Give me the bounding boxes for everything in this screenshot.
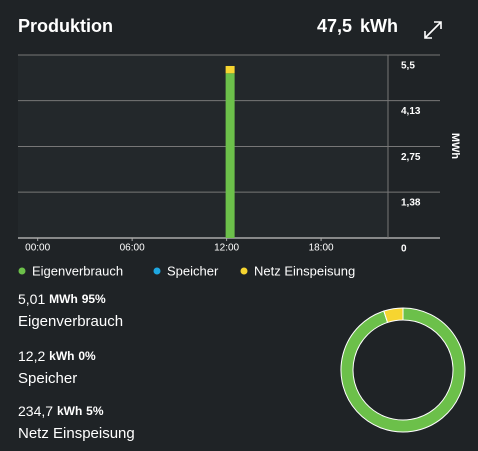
- summary-part: 234,7: [18, 403, 53, 419]
- y-tick-label: 0: [401, 244, 407, 255]
- total-unit: kWh: [360, 16, 398, 36]
- summary-value: 12,2 kWh 0%: [18, 348, 96, 364]
- x-tick-label: 12:00: [214, 243, 239, 254]
- y-axis-label: MWh: [449, 133, 461, 160]
- legend-label: Eigenverbrauch: [32, 263, 123, 278]
- summary-label: Speicher: [18, 370, 77, 387]
- summary-part: 95%: [82, 292, 106, 306]
- x-tick-label: 00:00: [25, 243, 50, 254]
- x-tick-label: 18:00: [309, 243, 334, 254]
- summary-part: 5%: [86, 404, 104, 418]
- donut-segment: [383, 307, 404, 324]
- summary-label: Netz Einspeisung: [18, 425, 135, 442]
- summary-value: 234,7 kWh 5%: [18, 403, 104, 419]
- total-value: 47,5: [317, 16, 352, 36]
- summary-part: kWh: [57, 404, 82, 418]
- y-tick-label: 2,75: [401, 152, 421, 163]
- summary-part: MWh: [49, 292, 78, 306]
- legend-marker: [153, 267, 161, 275]
- summary-part: 0%: [78, 349, 96, 363]
- title: Produktion: [18, 16, 113, 36]
- summary-part: 12,2: [18, 348, 45, 364]
- legend-marker: [18, 267, 26, 275]
- summary-part: 5,01: [18, 291, 45, 307]
- summary-part: kWh: [49, 349, 74, 363]
- donut-segment: [340, 307, 466, 433]
- summary-label: Eigenverbrauch: [18, 313, 123, 330]
- summary-value: 5,01 MWh 95%: [18, 291, 106, 307]
- bar-segment: [225, 65, 235, 74]
- y-tick-label: 4,13: [401, 106, 421, 117]
- x-tick-label: 06:00: [120, 243, 145, 254]
- expand-icon[interactable]: [424, 21, 442, 39]
- y-tick-label: 5,5: [401, 61, 415, 72]
- bar-segment: [225, 73, 235, 238]
- legend-label: Netz Einspeisung: [254, 263, 355, 278]
- y-tick-label: 1,38: [401, 198, 421, 209]
- legend-marker: [240, 267, 248, 275]
- legend-label: Speicher: [167, 263, 219, 278]
